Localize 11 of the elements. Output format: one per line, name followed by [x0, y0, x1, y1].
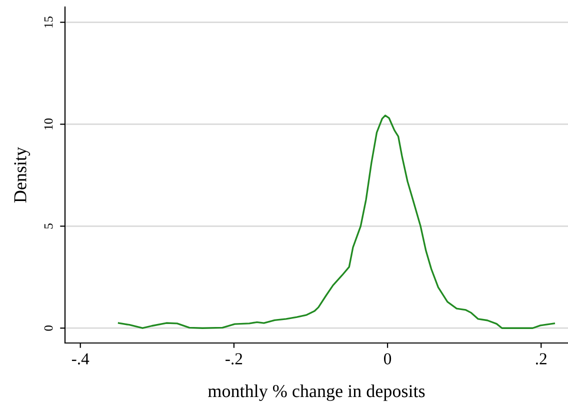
x-tick-label: .2 — [536, 353, 546, 365]
y-tick-label: 5 — [44, 224, 53, 229]
y-tick-label: 15 — [44, 16, 53, 28]
x-tick-label: -.4 — [72, 353, 90, 365]
x-tick-label: -.2 — [226, 353, 242, 365]
line-series — [118, 114, 556, 329]
x-axis-title: monthly % change in deposits — [208, 384, 425, 401]
y-tick-label: 10 — [44, 118, 53, 130]
y-axis-title: Density — [14, 146, 30, 203]
x-tick-label: 0 — [384, 353, 392, 364]
y-tick-label: 0 — [44, 325, 53, 331]
